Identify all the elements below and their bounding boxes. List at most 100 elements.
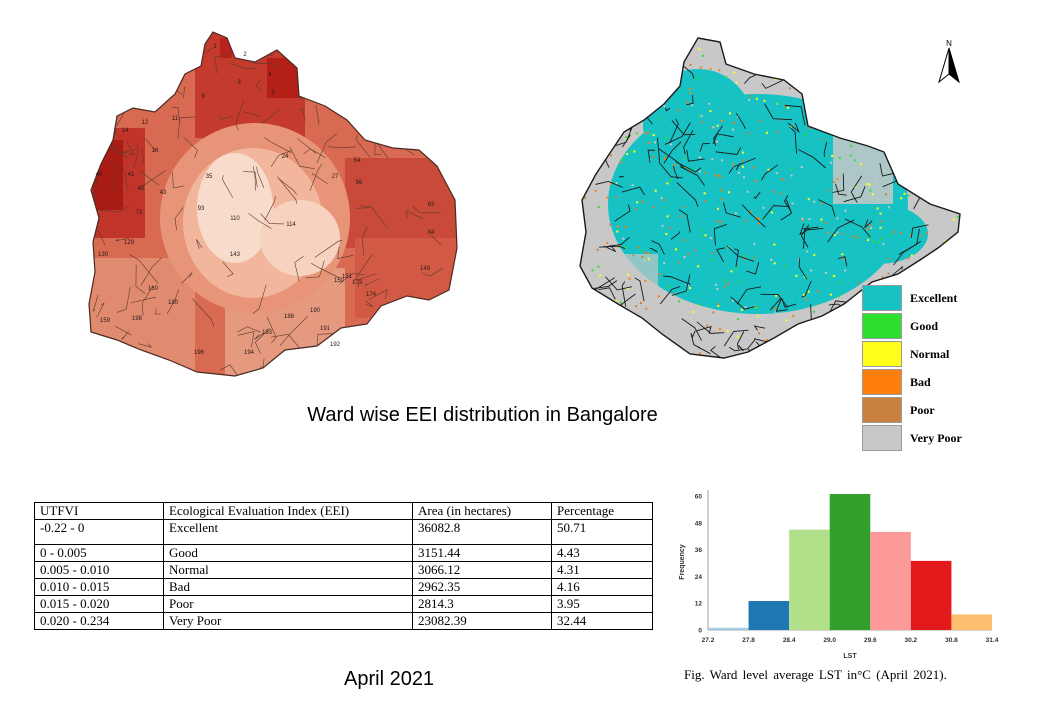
table-cell: 4.31 xyxy=(551,561,653,579)
ward-number-label: 151 xyxy=(342,274,353,280)
ward-number-label: 54 xyxy=(354,158,361,164)
ward-number-label: 1 xyxy=(213,44,217,50)
ward-number-label: 5 xyxy=(271,90,275,96)
histogram-bar xyxy=(748,601,790,630)
table-cell: Bad xyxy=(163,578,413,596)
legend-label: Poor xyxy=(910,402,935,417)
legend-item: Bad xyxy=(862,369,992,395)
ward-number-label: 194 xyxy=(244,350,255,356)
table-cell: 32.44 xyxy=(551,612,653,630)
ward-number-label: 143 xyxy=(230,252,241,258)
table-cell: 23082.39 xyxy=(412,612,552,630)
x-tick-label: 30.2 xyxy=(905,637,918,644)
ward-number-label: 4 xyxy=(268,72,272,78)
legend-item: Poor xyxy=(862,397,992,423)
histogram-bar xyxy=(951,614,992,630)
table-cell: 36082.8 xyxy=(412,519,552,545)
table-header-row: UTFVI Ecological Evaluation Index (EEI) Ar… xyxy=(34,502,653,520)
ward-number-label: 63 xyxy=(428,202,435,208)
ward-number-label: 27 xyxy=(332,174,339,180)
map-caption: Ward wise EEI distribution in Bangalore xyxy=(307,404,658,426)
y-tick-label: 60 xyxy=(695,494,703,501)
table-cell: Excellent xyxy=(163,519,413,545)
y-tick-label: 12 xyxy=(695,601,703,608)
ward-number-label: 12 xyxy=(142,120,149,126)
x-tick-label: 29.0 xyxy=(823,637,836,644)
y-tick-label: 48 xyxy=(695,520,703,527)
legend-swatch xyxy=(862,313,902,339)
table-row: 0 - 0.005 Good 3151.44 4.43 xyxy=(34,544,653,562)
ward-number-label: 114 xyxy=(286,222,296,228)
table-cell: 50.71 xyxy=(551,519,653,545)
ward-number-label: 191 xyxy=(320,326,331,332)
legend-swatch xyxy=(862,285,902,311)
ward-number-label: 110 xyxy=(230,216,240,222)
ward-number-label: 35 xyxy=(206,174,213,180)
ward-number-label: 40 xyxy=(96,172,103,178)
ward-number-label: 43 xyxy=(160,190,167,196)
ward-number-label: 150 xyxy=(334,278,345,284)
x-tick-label: 28.4 xyxy=(783,637,796,644)
ward-number-label: 16 xyxy=(152,148,159,154)
table-header-cell: UTFVI xyxy=(34,502,164,520)
ward-number-label: 160 xyxy=(148,286,159,292)
ward-number-label: 42 xyxy=(138,186,145,192)
table-cell: 2962.35 xyxy=(412,578,552,596)
legend-label: Very Poor xyxy=(910,430,962,445)
ward-number-label: 188 xyxy=(284,314,295,320)
histogram-caption: Fig. Ward level average LST in°C (April … xyxy=(684,667,947,682)
table-cell: Poor xyxy=(163,595,413,613)
table-header-cell: Percentage xyxy=(551,502,653,520)
table-cell: 0.005 - 0.010 xyxy=(34,561,164,579)
eei-legend: Excellent Good Normal Bad Poor Very Poor xyxy=(862,285,992,453)
legend-item: Normal xyxy=(862,341,992,367)
table-cell: 3066.12 xyxy=(412,561,552,579)
legend-swatch xyxy=(862,341,902,367)
table-row: 0.015 - 0.020 Poor 2814.3 3.95 xyxy=(34,595,653,613)
date-label: April 2021 xyxy=(344,668,435,690)
ward-number-label: 174 xyxy=(366,292,377,298)
legend-label: Normal xyxy=(910,346,950,361)
table-header-cell: Area (in hectares) xyxy=(412,502,552,520)
ward-number-label: 190 xyxy=(310,308,321,314)
legend-swatch xyxy=(862,369,902,395)
ward-number-label: 24 xyxy=(282,154,289,160)
table-cell: 4.43 xyxy=(551,544,653,562)
eei-classified-map xyxy=(579,37,961,359)
histogram-bar xyxy=(910,560,952,630)
y-tick-label: 0 xyxy=(698,628,702,635)
ward-number-label: 159 xyxy=(100,318,111,324)
table-cell: 0.010 - 0.015 xyxy=(34,578,164,596)
table-row: -0.22 - 0 Excellent 36082.8 50.71 xyxy=(34,519,653,545)
ward-number-label: 173 xyxy=(352,280,363,286)
x-tick-label: 27.2 xyxy=(702,637,715,644)
table-cell: 4.16 xyxy=(551,578,653,596)
histogram-bar xyxy=(829,494,871,630)
ward-number-label: 129 xyxy=(124,240,135,246)
table-cell: Very Poor xyxy=(163,612,413,630)
ward-number-label: 193 xyxy=(262,330,273,336)
histogram-bar xyxy=(708,627,749,630)
ward-number-label: 93 xyxy=(198,206,205,212)
ward-number-label: 41 xyxy=(128,172,135,178)
ward-number-label: 149 xyxy=(420,266,431,272)
ward-number-label: 192 xyxy=(330,342,341,348)
legend-item: Good xyxy=(862,313,992,339)
histogram-bar xyxy=(789,529,830,630)
table-row: 0.020 - 0.234 Very Poor 23082.39 32.44 xyxy=(34,612,653,630)
north-arrow-icon: N xyxy=(938,39,960,84)
x-tick-label: 29.6 xyxy=(864,637,877,644)
north-label: N xyxy=(946,39,952,48)
y-tick-label: 24 xyxy=(695,574,703,581)
x-tick-label: 31.4 xyxy=(986,637,999,644)
legend-item: Excellent xyxy=(862,285,992,311)
eei-area-table: UTFVI Ecological Evaluation Index (EEI) Ar… xyxy=(34,502,653,630)
x-tick-label: 30.8 xyxy=(945,637,958,644)
table-cell: 2814.3 xyxy=(412,595,552,613)
x-tick-label: 27.8 xyxy=(742,637,755,644)
legend-label: Bad xyxy=(910,374,931,389)
table-cell: -0.22 - 0 xyxy=(34,519,164,545)
table-cell: Normal xyxy=(163,561,413,579)
legend-swatch xyxy=(862,397,902,423)
